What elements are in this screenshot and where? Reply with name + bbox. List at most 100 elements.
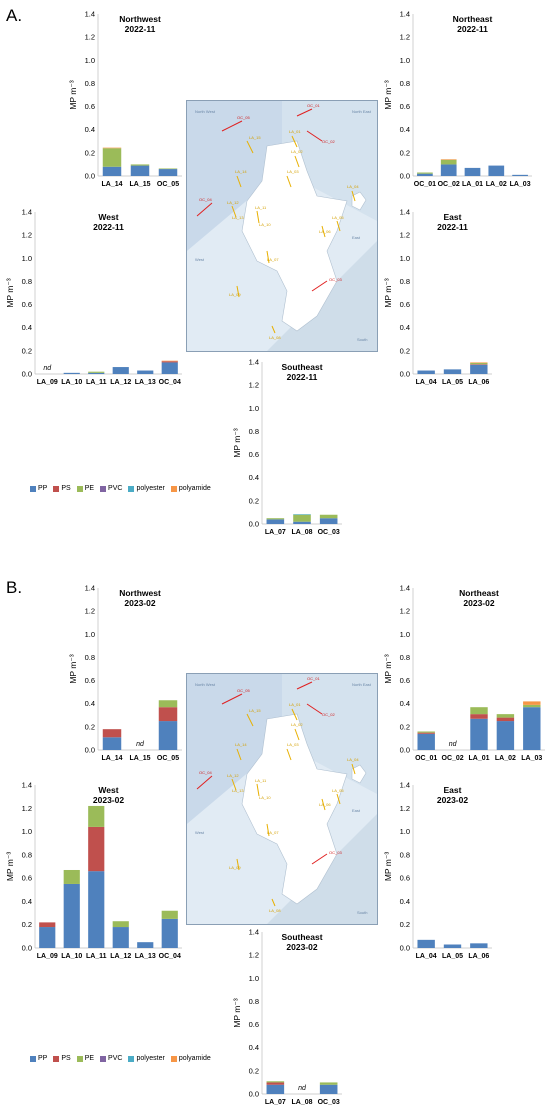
bar-segment <box>112 927 129 948</box>
transect-la-line <box>236 858 240 871</box>
bar-segment <box>266 1084 285 1094</box>
y-tick-label: 0.8 <box>85 79 95 88</box>
bar-segment <box>88 805 105 827</box>
y-tick-label: 0.4 <box>249 1043 259 1052</box>
bar-segment <box>137 370 154 374</box>
chart-title: East <box>444 785 462 795</box>
legend-swatch <box>170 485 177 492</box>
y-tick-label: 1.4 <box>249 928 259 937</box>
x-tick-label: LA_14 <box>101 181 122 188</box>
y-tick-label: 0.8 <box>400 79 410 88</box>
x-tick-label: LA_07 <box>265 1099 286 1106</box>
map-station-label: OC_02 <box>322 712 335 717</box>
legend-swatch <box>100 1055 107 1062</box>
y-tick-label: 0.4 <box>400 323 410 332</box>
map-station-label: LA_11 <box>255 778 267 783</box>
bar-segment <box>470 362 488 364</box>
legend-label: PE <box>84 485 95 492</box>
bar-chart: 0.0 0.2 0.4 0.6 0.8 1.0 1.2 1.4 MP m⁻³ Southeast2… <box>232 928 342 1106</box>
bar-segment <box>488 165 505 176</box>
panel-b-label: B. <box>6 578 23 597</box>
legend-item: PVC <box>100 1055 122 1062</box>
legend-item: polyamide <box>170 485 211 492</box>
map-station-label: LA_05 <box>332 788 344 793</box>
x-tick-label: LA_12 <box>110 953 131 960</box>
y-tick-label: 1.4 <box>249 358 259 367</box>
map-station-label: LA_04 <box>347 757 359 762</box>
bar-segment <box>88 826 105 872</box>
map-station-label: LA_10 <box>259 795 271 800</box>
legend-b: PP PS PE PVC polyester polyamide <box>30 1055 211 1062</box>
chart-subtitle: 2022-11 <box>93 222 124 232</box>
bar-segment <box>266 1081 285 1083</box>
bar-chart: 0.0 0.2 0.4 0.6 0.8 1.0 1.2 1.4 MP m⁻³ Southeast2… <box>232 358 342 536</box>
map-station-label: LA_09 <box>229 292 241 297</box>
bar-segment <box>39 922 56 928</box>
map-station-label: LA_02 <box>291 149 303 154</box>
y-tick-label: 1.2 <box>400 231 410 240</box>
x-tick-label: LA_15 <box>129 181 150 188</box>
y-axis-label: MP m⁻³ <box>68 654 78 684</box>
legend-label: PS <box>61 485 71 492</box>
bar-chart: 0.0 0.2 0.4 0.6 0.8 1.0 1.2 1.4 MP m⁻³ West2023-0… <box>5 781 182 960</box>
transect-oc-line <box>311 280 328 292</box>
map-b: North West North East West East South OC_01 OC… <box>186 673 378 925</box>
y-axis-label: MP m⁻³ <box>232 998 242 1028</box>
x-tick-label: LA_05 <box>442 379 463 386</box>
bar-segment <box>102 737 122 750</box>
chart-title: Northeast <box>459 588 499 598</box>
chart-subtitle: 2022-11 <box>287 372 318 382</box>
map-station-label: LA_15 <box>249 708 261 713</box>
bar-segment <box>440 159 457 165</box>
y-tick-label: 1.0 <box>400 827 410 836</box>
bar-segment <box>470 364 488 374</box>
map-station-label: OC_01 <box>307 676 320 681</box>
y-tick-label: 1.4 <box>400 781 410 790</box>
chart-subtitle: 2023-02 <box>286 942 317 952</box>
legend-item: polyamide <box>170 1055 211 1062</box>
x-tick-label: LA_03 <box>521 755 542 762</box>
map-station-label: LA_13 <box>232 215 244 220</box>
x-tick-label: LA_03 <box>510 181 531 188</box>
bar-chart: 0.0 0.2 0.4 0.6 0.8 1.0 1.2 1.4 MP m⁻³ Northwest2… <box>68 584 182 762</box>
transect-oc-line <box>196 775 213 790</box>
bar-segment <box>161 360 178 362</box>
y-tick-label: 0.0 <box>22 944 32 953</box>
transect-oc-line <box>311 853 328 865</box>
y-axis-label: MP m⁻³ <box>383 80 393 110</box>
transect-la-line <box>351 763 356 775</box>
bar-segment <box>417 370 435 374</box>
nd-label: nd <box>298 1085 307 1092</box>
map-station-label: LA_08 <box>269 335 281 340</box>
transect-la-line <box>336 793 341 805</box>
bar-segment <box>63 883 80 948</box>
bar-segment <box>158 700 178 708</box>
legend-item: polyester <box>128 485 165 492</box>
y-tick-label: 0.2 <box>22 920 32 929</box>
map-station-label: LA_01 <box>289 129 301 134</box>
island-shape <box>241 140 348 332</box>
y-tick-label: 0.8 <box>249 427 259 436</box>
x-tick-label: OC_05 <box>157 755 179 762</box>
x-tick-label: LA_02 <box>495 755 516 762</box>
bar-segment <box>470 707 488 715</box>
map-station-label: LA_05 <box>332 215 344 220</box>
y-tick-label: 0.2 <box>85 722 95 731</box>
chart-title: Northwest <box>119 14 161 24</box>
map-station-label: LA_08 <box>269 908 281 913</box>
islet-shape <box>351 764 367 784</box>
x-tick-label: OC_01 <box>414 181 436 188</box>
bar-chart: 0.0 0.2 0.4 0.6 0.8 1.0 1.2 1.4 MP m⁻³ Northwest2… <box>68 10 182 188</box>
chart-title: Northwest <box>119 588 161 598</box>
y-tick-label: 0.4 <box>22 897 32 906</box>
y-tick-label: 0.6 <box>85 102 95 111</box>
legend-item: PS <box>53 485 71 492</box>
bar-segment <box>161 918 178 948</box>
bar-segment <box>319 514 338 519</box>
y-tick-label: 1.0 <box>85 56 95 65</box>
bar-segment <box>417 172 433 174</box>
legend-swatch <box>100 485 107 492</box>
transect-la-line <box>236 285 240 298</box>
transect-la-line <box>231 205 237 218</box>
x-tick-label: LA_05 <box>442 953 463 960</box>
